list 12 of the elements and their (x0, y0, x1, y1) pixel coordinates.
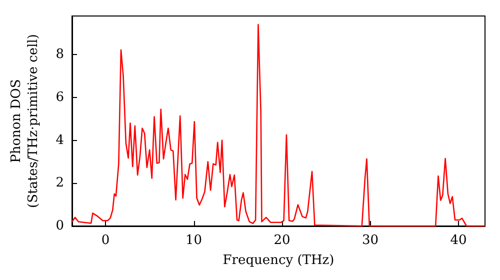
x-tick-label: 20 (274, 233, 290, 248)
y-tick-label: 2 (56, 176, 64, 191)
y-tick-label: 8 (56, 47, 64, 62)
y-tick-label: 4 (56, 132, 64, 148)
y-tick-label: 0 (56, 218, 64, 234)
y-tick-label: 6 (56, 90, 64, 105)
x-tick-label: 30 (362, 233, 379, 248)
y-axis-title: Phonon DOS (States/THz·primitive cell) (9, 34, 41, 208)
x-tick-label: 40 (450, 233, 467, 248)
x-tick-label: 0 (101, 233, 110, 248)
x-tick-label: 10 (186, 233, 202, 248)
x-axis-title: Frequency (THz) (222, 252, 334, 268)
